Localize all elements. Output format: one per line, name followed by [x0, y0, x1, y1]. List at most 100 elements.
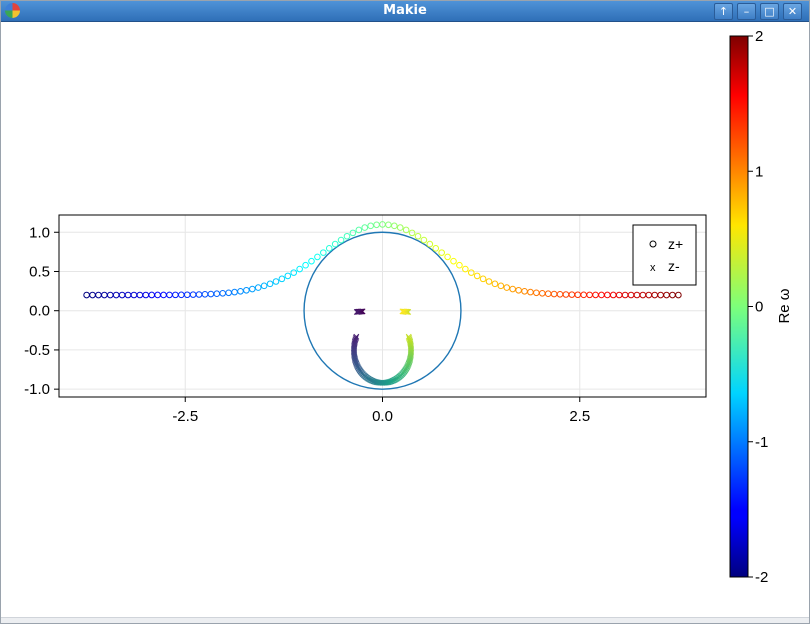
grid-lines	[59, 215, 706, 397]
z-plus-point	[544, 290, 552, 298]
z-plus-point	[243, 286, 250, 294]
z-plus-point	[592, 291, 599, 299]
z-plus-point	[106, 291, 114, 299]
z-plus-point	[142, 291, 150, 299]
y-tick-label: -0.5	[24, 342, 50, 359]
z-plus-point	[213, 290, 221, 298]
legend-label-z-minus: z-	[668, 258, 680, 274]
z-plus-point	[669, 291, 676, 299]
z-plus-point	[331, 240, 339, 248]
maximize-button[interactable]: □	[760, 3, 779, 20]
z-plus-point	[568, 291, 576, 298]
z-plus-point	[402, 226, 410, 234]
status-bar	[1, 617, 809, 623]
z-plus-point	[515, 286, 522, 294]
z-plus-point	[586, 291, 593, 299]
z-plus-point	[444, 253, 451, 261]
z-plus-point	[604, 291, 611, 299]
figure-svg: -2.5 0.0 2.5 1.0 0.5 0.0 -0.5 -1.0 z+ x z-	[24, 28, 793, 586]
y-tick-label: -1.0	[24, 381, 50, 398]
z-plus-point	[290, 269, 298, 276]
legend: z+ x z-	[632, 224, 697, 286]
z-plus-point	[645, 291, 653, 299]
z-plus-point	[320, 249, 327, 256]
x-tick-label: 0.0	[372, 408, 393, 425]
y-tick-label: 0.0	[29, 303, 50, 320]
z-plus-point	[657, 291, 664, 299]
z-plus-point	[621, 291, 629, 299]
z-plus-point	[675, 291, 682, 299]
unit-circle	[303, 231, 462, 390]
z-plus-point	[177, 291, 185, 299]
z-minus-point	[399, 308, 406, 315]
title-bar[interactable]: Makie ↑ – □ ✕	[1, 1, 809, 22]
colorbar-tick-label: 1	[755, 163, 763, 180]
z-plus-point	[432, 245, 440, 252]
z-plus-point	[130, 291, 138, 299]
z-plus-point	[533, 289, 540, 297]
z-plus-point	[160, 291, 167, 299]
z-plus-point	[361, 224, 369, 231]
series-z-minus	[350, 308, 415, 386]
z-plus-point	[195, 291, 203, 298]
z-plus-point	[627, 291, 635, 299]
legend-x-marker: x	[650, 262, 656, 274]
z-plus-point	[420, 236, 428, 244]
z-plus-point	[396, 224, 404, 231]
z-plus-point	[538, 290, 546, 297]
z-plus-point	[272, 278, 280, 285]
window-title: Makie	[383, 3, 427, 18]
x-tick-label: 2.5	[569, 408, 590, 425]
minimize-button[interactable]: –	[737, 3, 756, 20]
z-plus-point	[302, 261, 309, 269]
z-plus-point	[89, 291, 96, 299]
colorbar-label: Re ω	[776, 288, 793, 323]
z-plus-point	[462, 265, 469, 273]
z-plus-point	[266, 280, 274, 288]
z-plus-point	[385, 221, 392, 229]
z-plus-point	[651, 291, 659, 299]
z-plus-point	[249, 285, 256, 293]
y-tick-label: 1.0	[29, 224, 50, 241]
z-plus-point	[426, 240, 434, 248]
z-plus-point	[491, 280, 499, 288]
z-plus-point	[314, 253, 321, 261]
z-plus-point	[349, 229, 357, 237]
z-plus-point	[509, 285, 516, 293]
z-plus-point	[325, 245, 333, 252]
legend-circle-marker	[649, 240, 657, 248]
z-plus-point	[118, 291, 126, 299]
z-plus-point	[598, 291, 605, 299]
z-plus-point	[308, 257, 315, 265]
z-plus-point	[485, 278, 493, 285]
z-plus-point	[550, 290, 558, 298]
z-plus-point	[503, 284, 511, 291]
y-axis: 1.0 0.5 0.0 -0.5 -1.0	[24, 224, 59, 398]
z-plus-point	[521, 287, 528, 295]
close-button[interactable]: ✕	[783, 3, 802, 20]
z-plus-point	[497, 282, 505, 290]
z-plus-point	[254, 284, 262, 291]
z-plus-point	[438, 249, 445, 256]
z-plus-point	[367, 222, 374, 230]
z-plus-point	[112, 291, 120, 299]
figure-canvas[interactable]: -2.5 0.0 2.5 1.0 0.5 0.0 -0.5 -1.0 z+ x z-	[1, 22, 809, 619]
z-plus-point	[355, 226, 363, 234]
z-plus-point	[136, 291, 144, 299]
z-plus-point	[225, 289, 232, 297]
colorbar-gradient	[729, 35, 749, 578]
colorbar-tick-label: -1	[755, 434, 768, 451]
z-plus-point	[373, 221, 380, 229]
z-plus-point	[663, 291, 670, 299]
z-minus-point	[353, 308, 360, 315]
z-plus-point	[337, 236, 345, 244]
z-plus-point	[101, 291, 108, 299]
z-plus-point	[615, 291, 623, 299]
z-plus-point	[633, 291, 641, 299]
colorbar-tick-label: -2	[755, 569, 768, 586]
y-tick-label: 0.5	[29, 263, 50, 280]
z-plus-point	[260, 282, 268, 290]
keep-above-button[interactable]: ↑	[714, 3, 733, 20]
x-axis: -2.5 0.0 2.5	[172, 397, 590, 425]
